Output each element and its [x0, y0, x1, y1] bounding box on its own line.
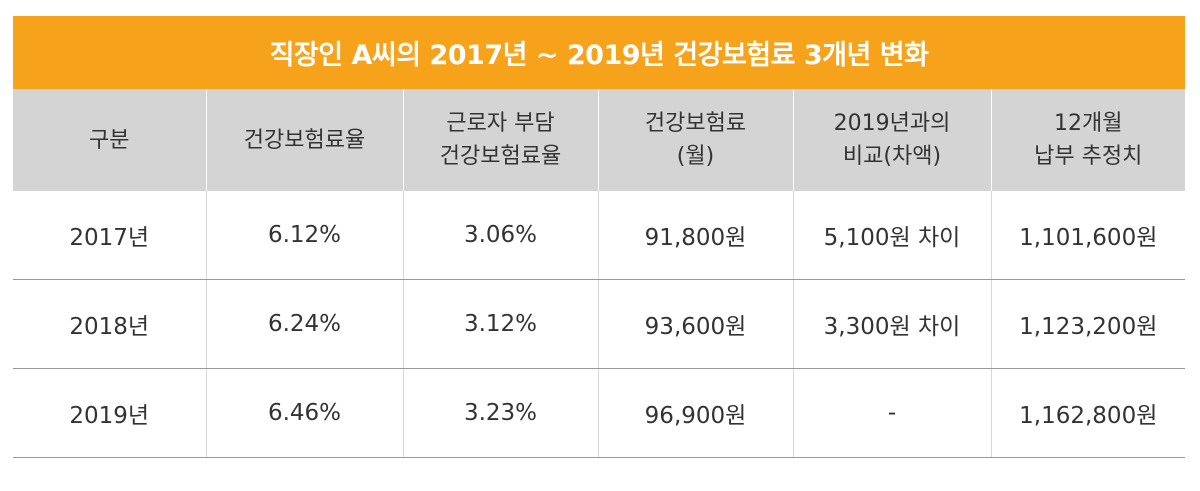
- header-annual: 12개월 납부 추정치: [990, 89, 1185, 191]
- header-row: 구분 건강보험료율 근로자 부담 건강보험료율 건강보험료 (월) 2019년과…: [13, 89, 1185, 191]
- cell-year: 2017년: [13, 191, 206, 280]
- header-category: 구분: [13, 89, 206, 191]
- header-diff: 2019년과의 비교(차액): [792, 89, 991, 191]
- cell-worker-rate: 3.12%: [402, 279, 598, 369]
- cell-annual: 1,162,800원: [990, 368, 1185, 458]
- cell-annual: 1,123,200원: [990, 279, 1185, 369]
- cell-diff: 3,300원 차이: [792, 279, 991, 369]
- cell-premium: 91,800원: [597, 191, 793, 280]
- cell-rate: 6.12%: [205, 191, 403, 280]
- cell-annual: 1,101,600원: [990, 191, 1185, 280]
- table-row: 2019년 6.46% 3.23% 96,900원 - 1,162,800원: [13, 368, 1185, 458]
- table-row: 2017년 6.12% 3.06% 91,800원 5,100원 차이 1,10…: [13, 191, 1185, 280]
- cell-year: 2018년: [13, 279, 206, 369]
- cell-year: 2019년: [13, 368, 206, 458]
- cell-worker-rate: 3.23%: [402, 368, 598, 458]
- cell-premium: 96,900원: [597, 368, 793, 458]
- cell-rate: 6.24%: [205, 279, 403, 369]
- header-premium: 건강보험료 (월): [597, 89, 793, 191]
- premium-table-container: 직장인 A씨의 2017년 ~ 2019년 건강보험료 3개년 변화 구분 건강…: [13, 16, 1185, 458]
- cell-rate: 6.46%: [205, 368, 403, 458]
- premium-table: 구분 건강보험료율 근로자 부담 건강보험료율 건강보험료 (월) 2019년과…: [13, 89, 1185, 458]
- cell-premium: 93,600원: [597, 279, 793, 369]
- table-row: 2018년 6.24% 3.12% 93,600원 3,300원 차이 1,12…: [13, 279, 1185, 369]
- header-worker-rate: 근로자 부담 건강보험료율: [402, 89, 598, 191]
- cell-worker-rate: 3.06%: [402, 191, 598, 280]
- header-rate: 건강보험료율: [205, 89, 403, 191]
- table-title: 직장인 A씨의 2017년 ~ 2019년 건강보험료 3개년 변화: [13, 16, 1185, 89]
- cell-diff: -: [792, 368, 991, 458]
- cell-diff: 5,100원 차이: [792, 191, 991, 280]
